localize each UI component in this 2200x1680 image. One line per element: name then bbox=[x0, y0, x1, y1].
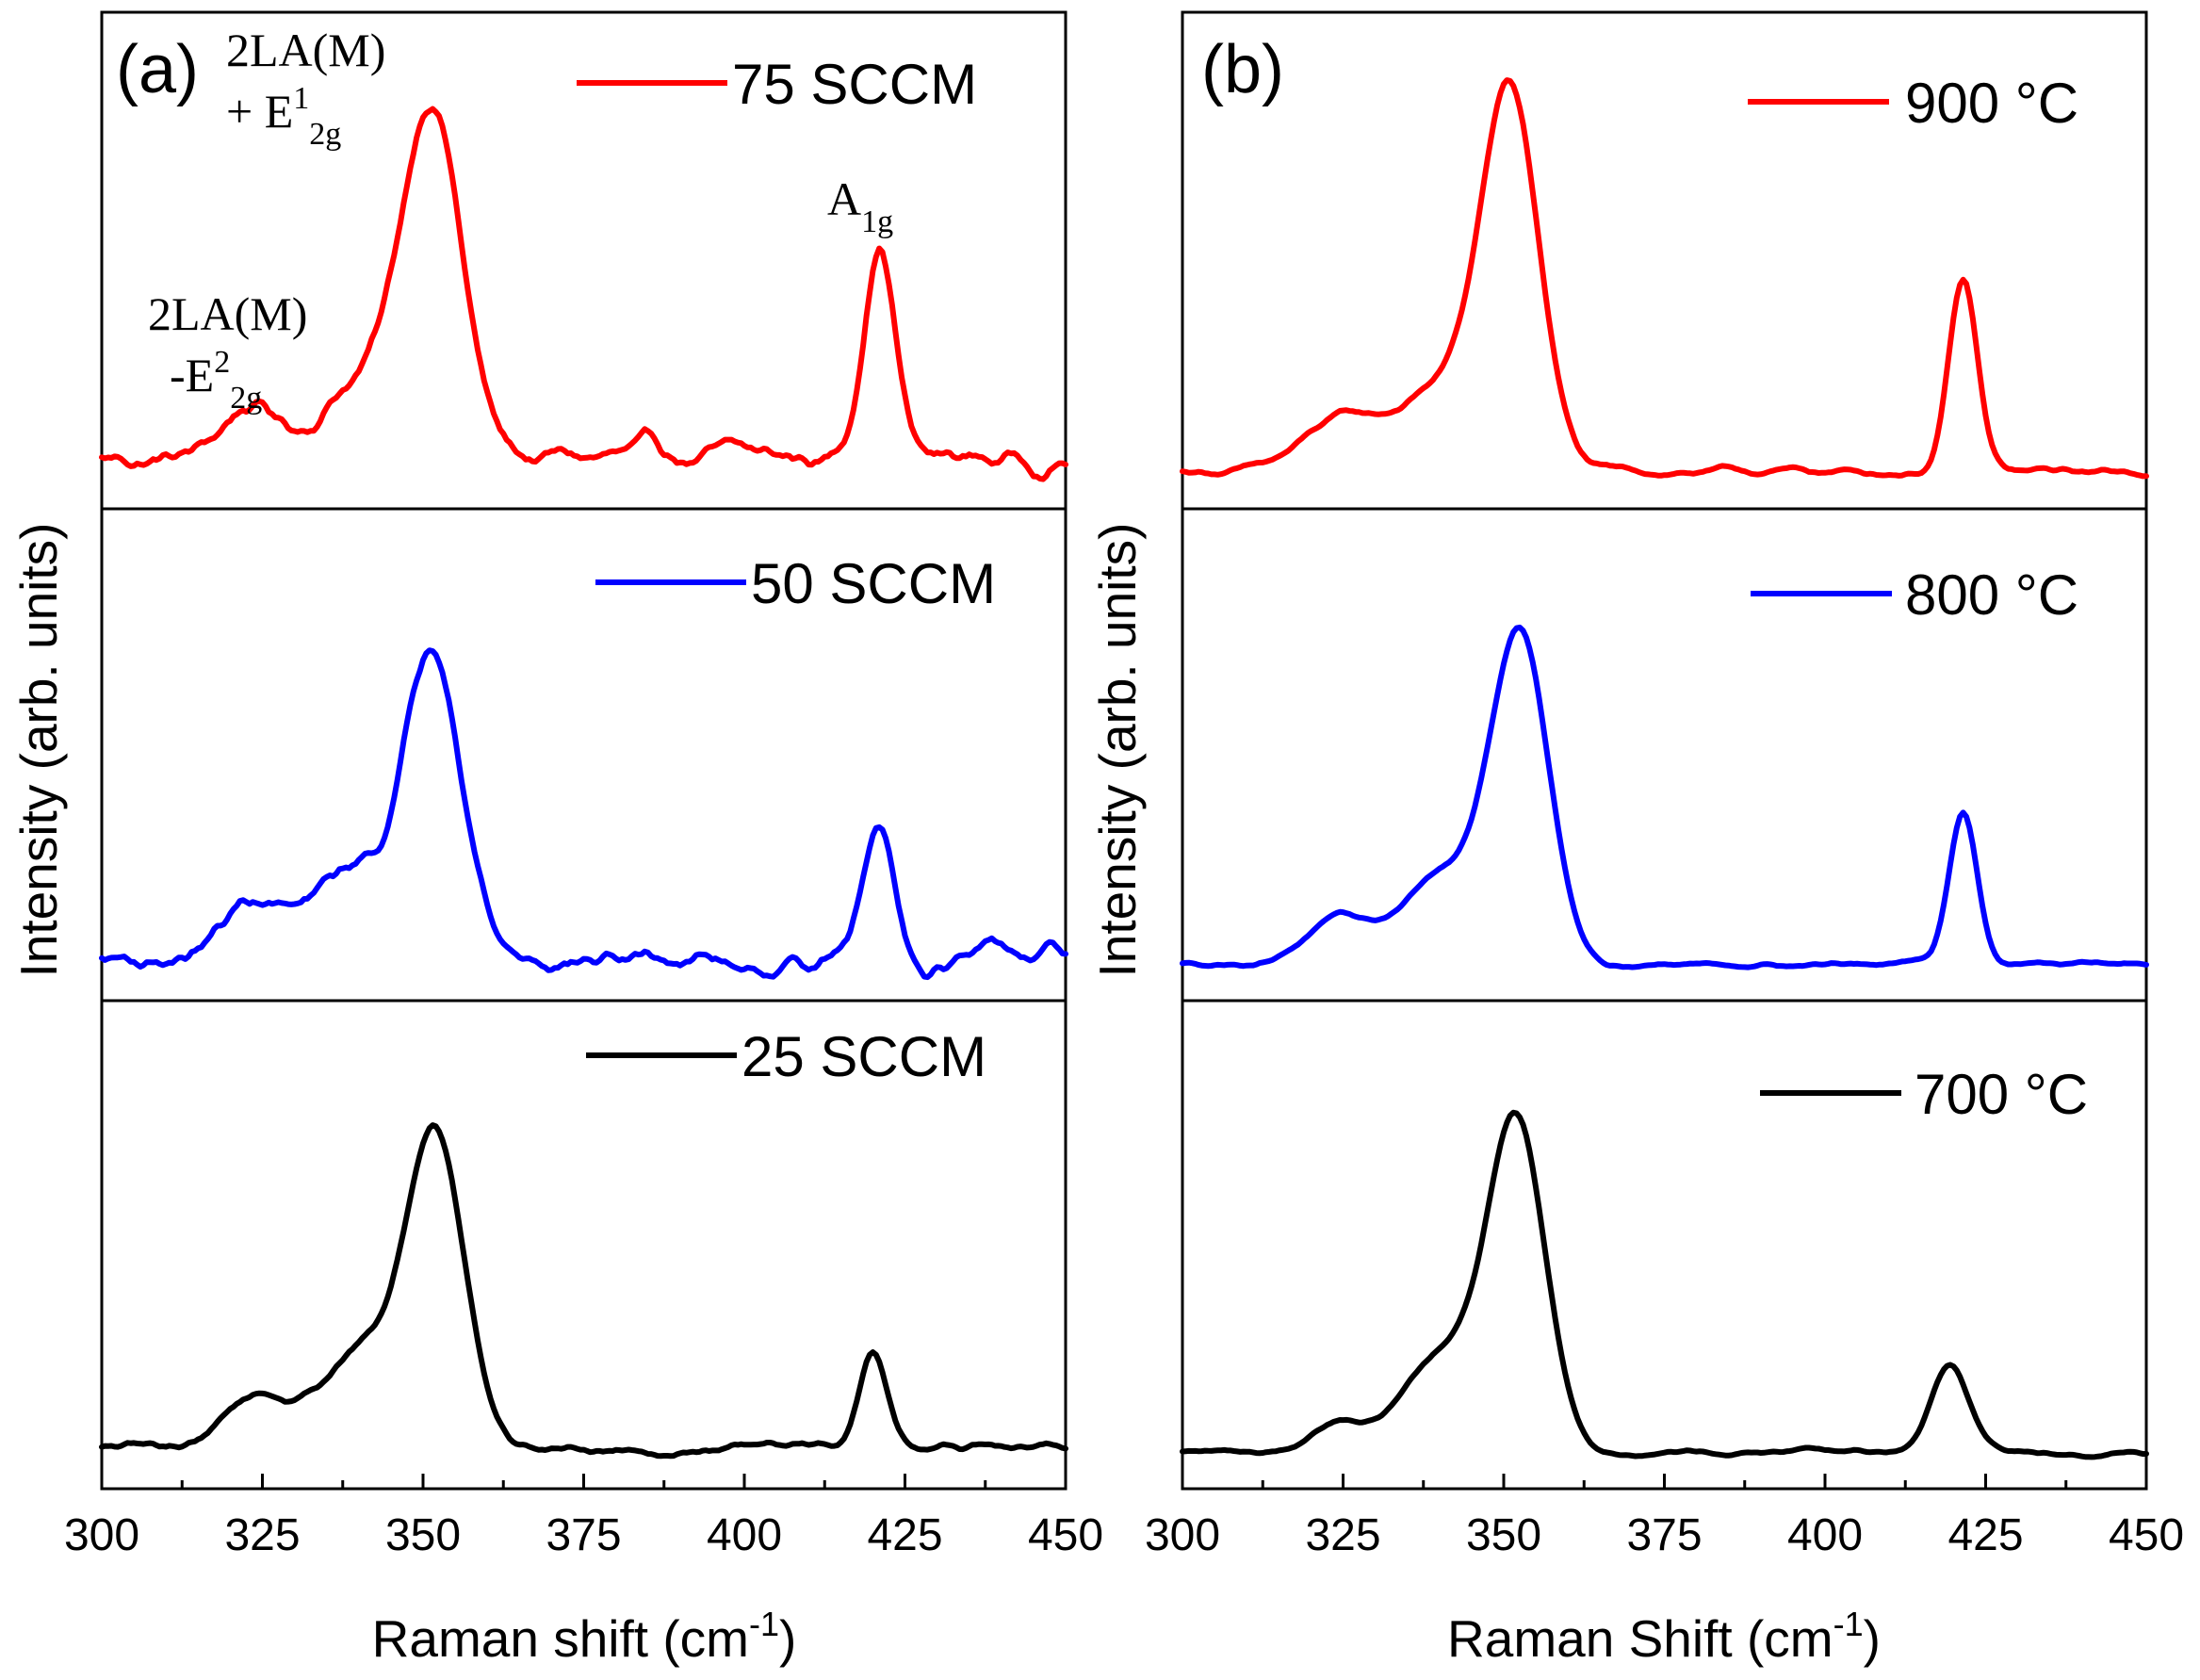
panel-b-series bbox=[1180, 77, 2149, 1460]
panel-a: 300 325 350 375 400 425 450 75 SCCM 50 SCCM 25 S… bbox=[9, 10, 1103, 1668]
annotation-1-line2: + E12g bbox=[226, 81, 341, 152]
annotation-2-line1: 2LA(M) bbox=[148, 287, 307, 340]
panel-a-x-tick-label-425: 425 bbox=[867, 1510, 942, 1560]
panel-b-x-tick-label-425: 425 bbox=[1947, 1510, 2023, 1560]
panel-a-x-tick-label-400: 400 bbox=[707, 1510, 782, 1560]
panel-b-x-axis-title: Raman Shift (cm-1) bbox=[1447, 1605, 1881, 1668]
panel-a-x-axis-title-sup: -1 bbox=[749, 1605, 779, 1643]
panel-a-series-0 bbox=[99, 106, 1068, 482]
annotation-2-sub: 2g bbox=[230, 381, 262, 416]
panel-a-x-tick-label-325: 325 bbox=[224, 1510, 300, 1560]
panel-a-x-axis-title-end: ) bbox=[779, 1609, 796, 1668]
panel-a-legend-label-1: 50 SCCM bbox=[751, 552, 996, 615]
panel-a-series-1 bbox=[99, 647, 1068, 981]
panel-a-legend: 75 SCCM 50 SCCM 25 SCCM bbox=[577, 53, 996, 1088]
panel-b-x-tick-label-450: 450 bbox=[2109, 1510, 2184, 1560]
panel-a-legend-label-0: 75 SCCM bbox=[732, 53, 977, 116]
panel-b-frame bbox=[1181, 10, 2148, 1491]
panel-b-series-1 bbox=[1180, 624, 2149, 970]
panel-b-x-tick-label-350: 350 bbox=[1466, 1510, 1541, 1560]
panel-b-legend-label-0: 900 °C bbox=[1905, 72, 2078, 135]
annotation-1-sup: 1 bbox=[293, 81, 309, 116]
panel-a-label: (a) bbox=[116, 32, 199, 107]
panel-a-x-ticks bbox=[100, 1474, 1067, 1489]
panel-a-x-axis-title: Raman shift (cm-1) bbox=[372, 1605, 797, 1668]
annotation-3-sub: 1g bbox=[861, 204, 893, 239]
panel-b-x-tick-label-400: 400 bbox=[1787, 1510, 1863, 1560]
panel-a-x-tick-label-300: 300 bbox=[64, 1510, 139, 1560]
panel-b-legend-label-1: 800 °C bbox=[1905, 563, 2078, 627]
panel-b-x-ticks bbox=[1181, 1474, 2148, 1489]
annotation-a1g: A1g bbox=[827, 172, 893, 239]
panel-b-x-axis-title-sup: -1 bbox=[1833, 1605, 1864, 1643]
panel-b-x-tick-label-300: 300 bbox=[1145, 1510, 1220, 1560]
panel-b-x-tick-label-325: 325 bbox=[1305, 1510, 1380, 1560]
annotation-2-sup: 2 bbox=[214, 345, 230, 380]
panel-b-x-tick-label-375: 375 bbox=[1626, 1510, 1702, 1560]
panel-b-x-axis-title-end: ) bbox=[1864, 1609, 1881, 1668]
panel-a-x-tick-label-375: 375 bbox=[546, 1510, 621, 1560]
panel-b: 300 325 350 375 400 425 450 900 °C 800 °C 700 °C… bbox=[1088, 10, 2184, 1668]
panel-a-x-tick-label-350: 350 bbox=[385, 1510, 461, 1560]
panel-b-y-axis-title: Intensity (arb. units) bbox=[1088, 523, 1147, 978]
annotation-3: A1g bbox=[827, 172, 893, 239]
panel-a-x-tick-labels: 300 325 350 375 400 425 450 bbox=[64, 1510, 1103, 1560]
annotation-2la-plus-e12g: 2LA(M) + E12g bbox=[226, 24, 385, 152]
panel-b-x-axis-title-main: Raman Shift (cm bbox=[1447, 1609, 1833, 1668]
panel-a-x-tick-label-450: 450 bbox=[1028, 1510, 1103, 1560]
annotation-3-prefix: A bbox=[827, 172, 861, 225]
panel-a-frame bbox=[100, 10, 1067, 1491]
panel-a-y-axis-title: Intensity (arb. units) bbox=[9, 523, 68, 978]
panel-a-series bbox=[99, 106, 1068, 1460]
annotation-1-prefix: + E bbox=[226, 85, 293, 138]
panel-a-x-axis-title-main: Raman shift (cm bbox=[372, 1609, 749, 1668]
annotation-1-line1: 2LA(M) bbox=[226, 24, 385, 76]
annotation-1-sub: 2g bbox=[309, 117, 341, 152]
panel-b-series-2 bbox=[1180, 1109, 2149, 1460]
panel-b-label: (b) bbox=[1201, 32, 1284, 107]
panel-b-series-0 bbox=[1180, 77, 2149, 480]
panel-a-legend-label-2: 25 SCCM bbox=[741, 1025, 986, 1088]
panel-b-legend-label-2: 700 °C bbox=[1915, 1063, 2088, 1126]
panel-b-x-tick-labels: 300 325 350 375 400 425 450 bbox=[1145, 1510, 2184, 1560]
panel-b-legend: 900 °C 800 °C 700 °C bbox=[1748, 72, 2088, 1126]
annotation-2la-minus-e22g: 2LA(M) -E22g bbox=[148, 287, 307, 416]
panel-a-series-2 bbox=[99, 1122, 1068, 1460]
annotation-2-prefix: -E bbox=[170, 349, 214, 401]
annotation-2-line2: -E22g bbox=[170, 345, 262, 416]
